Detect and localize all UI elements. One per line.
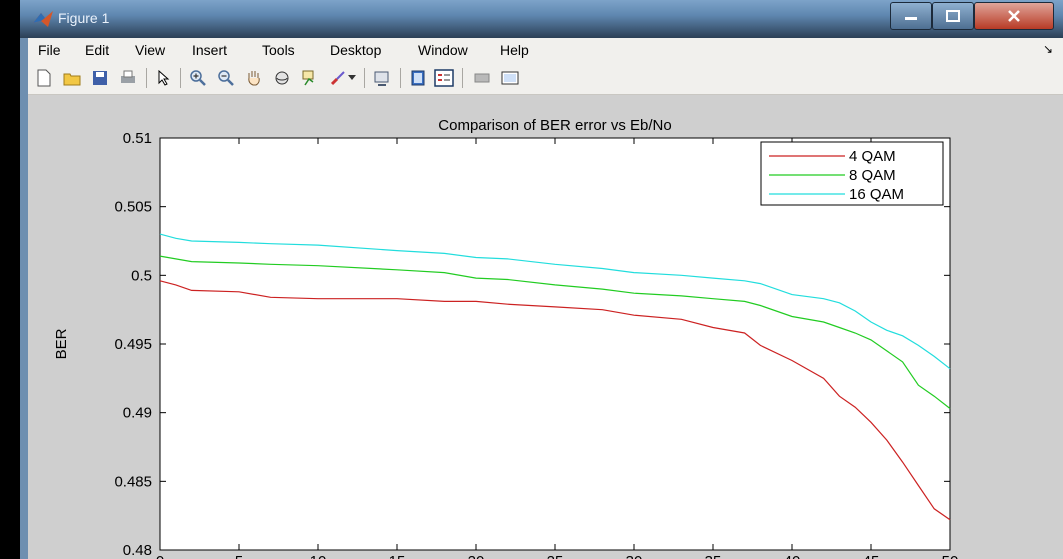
- close-icon: [1008, 10, 1020, 22]
- colorbar-icon[interactable]: [408, 68, 428, 88]
- menu-bar: File Edit View Insert Tools Desktop Wind…: [28, 38, 1063, 62]
- x-tick-label: 25: [547, 553, 564, 559]
- x-tick-label: 15: [389, 553, 406, 559]
- x-tick-label: 50: [942, 553, 959, 559]
- data-cursor-icon[interactable]: [300, 68, 320, 88]
- menu-insert[interactable]: Insert: [192, 42, 228, 58]
- y-tick-label: 0.51: [123, 130, 152, 147]
- chart-title: Comparison of BER error vs Eb/No: [438, 117, 671, 134]
- minimize-icon: [905, 17, 917, 20]
- menu-file[interactable]: File: [38, 42, 61, 58]
- axes-box: [159, 137, 951, 551]
- close-button[interactable]: [974, 2, 1054, 30]
- y-tick-label: 0.485: [114, 473, 152, 490]
- maximize-button[interactable]: [932, 2, 974, 30]
- legend-entry: 16 QAM: [849, 186, 904, 203]
- link-plot-icon[interactable]: [372, 68, 392, 88]
- pan-hand-icon[interactable]: [244, 68, 264, 88]
- y-tick-label: 0.49: [123, 405, 152, 422]
- rotate-3d-icon[interactable]: [272, 68, 292, 88]
- new-figure-icon[interactable]: [34, 68, 54, 88]
- figure-window: Figure 1 File Edit View Insert Tools Des…: [20, 0, 1063, 559]
- x-tick-label: 0: [156, 553, 164, 559]
- x-tick-label: 35: [705, 553, 722, 559]
- matlab-logo-icon: [33, 11, 53, 27]
- print-icon[interactable]: [118, 68, 138, 88]
- menu-window[interactable]: Window: [418, 42, 468, 58]
- zoom-out-icon[interactable]: [216, 68, 236, 88]
- menu-tools[interactable]: Tools: [262, 42, 295, 58]
- hide-plot-tools-icon[interactable]: [472, 68, 492, 88]
- brush-dropdown-icon[interactable]: [346, 68, 358, 88]
- show-plot-tools-icon[interactable]: [500, 68, 520, 88]
- minimize-button[interactable]: [890, 2, 932, 30]
- window-title: Figure 1: [58, 10, 110, 26]
- menu-edit[interactable]: Edit: [85, 42, 110, 58]
- menu-view[interactable]: View: [135, 42, 166, 58]
- x-tick-label: 5: [235, 553, 243, 559]
- y-axis-label: BER: [53, 328, 70, 359]
- x-tick-label: 40: [784, 553, 801, 559]
- figure-toolbar: [28, 62, 1063, 95]
- x-tick-label: 45: [863, 553, 880, 559]
- y-tick-label: 0.495: [114, 336, 152, 353]
- maximize-icon: [946, 10, 960, 22]
- x-tick-label: 30: [626, 553, 643, 559]
- y-tick-label: 0.5: [131, 267, 152, 284]
- figure-canvas[interactable]: 0 5 10 15 20 25 30 35 40 45 50 0.48 0.485 0.49 0.495 0.…: [28, 95, 1063, 559]
- series-line-16-qam: [159, 233, 951, 370]
- legend-icon[interactable]: [434, 68, 454, 88]
- pointer-icon[interactable]: [154, 68, 174, 88]
- y-tick-label: 0.505: [114, 199, 152, 216]
- x-tick-label: 20: [468, 553, 485, 559]
- menu-desktop[interactable]: Desktop: [330, 42, 382, 58]
- legend-entry: 4 QAM: [849, 148, 896, 165]
- open-file-icon[interactable]: [62, 68, 82, 88]
- menu-help[interactable]: Help: [500, 42, 529, 58]
- ber-chart: 0 5 10 15 20 25 30 35 40 45 50 0.48 0.485 0.49 0.495 0.…: [53, 117, 959, 559]
- legend-entry: 8 QAM: [849, 167, 896, 184]
- brush-icon[interactable]: [328, 68, 348, 88]
- menu-dock-arrow-icon[interactable]: ↘: [1042, 42, 1053, 56]
- title-bar[interactable]: Figure 1: [20, 0, 1063, 38]
- series-line-4-qam: [159, 280, 951, 521]
- x-tick-label: 10: [310, 553, 327, 559]
- save-icon[interactable]: [90, 68, 110, 88]
- y-tick-label: 0.48: [123, 542, 152, 559]
- series-line-8-qam: [159, 255, 951, 409]
- figure-client-area: File Edit View Insert Tools Desktop Wind…: [28, 38, 1063, 559]
- zoom-in-icon[interactable]: [188, 68, 208, 88]
